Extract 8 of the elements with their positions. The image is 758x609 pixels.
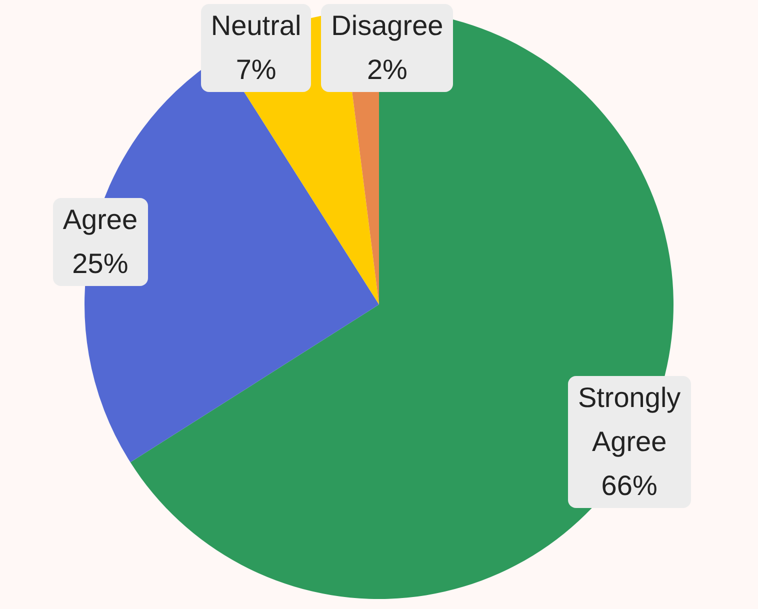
data-label: 66% xyxy=(600,469,658,504)
slice-label: Neutral xyxy=(210,9,302,43)
slice-label: Disagree xyxy=(330,9,444,43)
data-label: 7% xyxy=(234,53,278,87)
slice-label: Strongly Agree xyxy=(576,381,682,460)
data-label: 2% xyxy=(366,53,408,87)
slice-label: Agree xyxy=(62,203,139,238)
data-label: 25% xyxy=(71,247,130,282)
